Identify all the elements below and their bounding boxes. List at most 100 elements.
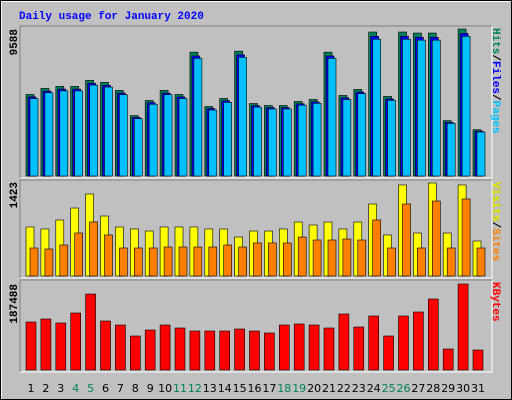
x-tick-label: 5 (87, 382, 94, 395)
bar (297, 104, 307, 177)
bar (387, 100, 396, 177)
bar (402, 203, 411, 277)
bar (472, 349, 484, 371)
bar (144, 329, 156, 371)
bar (368, 315, 380, 371)
bar (413, 311, 424, 371)
bar (223, 102, 232, 177)
y-tick-label: 187488 (9, 284, 21, 324)
x-tick-label: 21 (322, 382, 336, 395)
bar (193, 58, 203, 177)
bar (208, 246, 218, 277)
bar (476, 131, 486, 177)
x-tick-label: 14 (218, 382, 232, 395)
x-tick-label: 19 (292, 382, 306, 395)
bar (238, 57, 247, 177)
bar (457, 283, 469, 371)
bar (159, 324, 171, 371)
bar (282, 108, 292, 177)
legend-entry: Pages (489, 101, 501, 134)
legend-entry: Visits (489, 182, 501, 222)
bar (461, 198, 471, 277)
legend-entry: Sites (489, 228, 501, 261)
x-tick-label: 28 (426, 382, 440, 395)
bar (278, 324, 290, 371)
bar (427, 298, 439, 371)
bar (312, 239, 322, 277)
bar (163, 94, 173, 177)
panel-bevel (19, 279, 492, 372)
x-tick-label: 12 (188, 382, 202, 395)
bar (59, 244, 69, 277)
bar (44, 92, 54, 177)
bar (417, 39, 426, 177)
bar (338, 313, 350, 371)
bar (219, 330, 230, 371)
bar (268, 242, 277, 277)
bar (148, 103, 158, 177)
bar (89, 221, 98, 277)
x-tick-label: 8 (132, 382, 139, 395)
bar (446, 247, 456, 277)
x-tick-label: 26 (397, 382, 411, 395)
bar (446, 123, 456, 177)
legend: KBytes (489, 282, 501, 322)
panel-bevel (19, 25, 492, 178)
bar (442, 348, 454, 371)
bar (327, 58, 337, 177)
legend-separator: / (489, 222, 501, 229)
bar (204, 330, 216, 371)
bar (357, 239, 367, 277)
bar (104, 234, 113, 277)
bar (383, 335, 394, 371)
bar (130, 335, 141, 371)
bar (74, 232, 83, 277)
x-tick-label: 15 (233, 382, 247, 395)
bar (372, 219, 382, 277)
x-tick-label: 16 (248, 382, 262, 395)
legend-entry: Files (489, 61, 501, 94)
legend-entry: KBytes (489, 282, 501, 322)
bar (342, 238, 352, 277)
x-tick-label: 31 (471, 382, 485, 395)
bar (163, 246, 173, 277)
x-tick-label: 24 (367, 382, 381, 395)
bar (461, 36, 471, 177)
x-tick-label: 17 (262, 382, 276, 395)
bar (44, 248, 54, 277)
bar (353, 326, 365, 371)
bar (119, 94, 128, 177)
x-tick-label: 13 (203, 382, 217, 395)
bar (253, 106, 262, 177)
x-tick-label: 11 (173, 382, 187, 395)
x-tick-label: 29 (441, 382, 455, 395)
bar (29, 247, 39, 277)
bar (417, 247, 426, 277)
bar (134, 118, 143, 177)
bar (134, 247, 143, 277)
bar (342, 99, 352, 177)
legend: Visits/Sites (489, 182, 501, 261)
x-tick-label: 18 (277, 382, 291, 395)
x-tick-label: 10 (158, 382, 172, 395)
bar (282, 242, 292, 277)
x-tick-label: 1 (28, 382, 35, 395)
bar (208, 109, 218, 177)
bar (402, 38, 411, 177)
bar (89, 84, 98, 177)
x-tick-label: 7 (117, 382, 124, 395)
x-tick-label: 6 (102, 382, 109, 395)
bar (193, 246, 203, 277)
bar (174, 327, 186, 371)
bar (293, 323, 305, 371)
bar (104, 86, 113, 177)
bar (398, 315, 409, 371)
x-tick-label: 23 (352, 382, 366, 395)
x-tick-label: 2 (42, 382, 49, 395)
legend: Hits/Files/Pages (489, 28, 501, 134)
bar (29, 98, 39, 177)
bar (223, 244, 232, 277)
bar (268, 108, 277, 177)
